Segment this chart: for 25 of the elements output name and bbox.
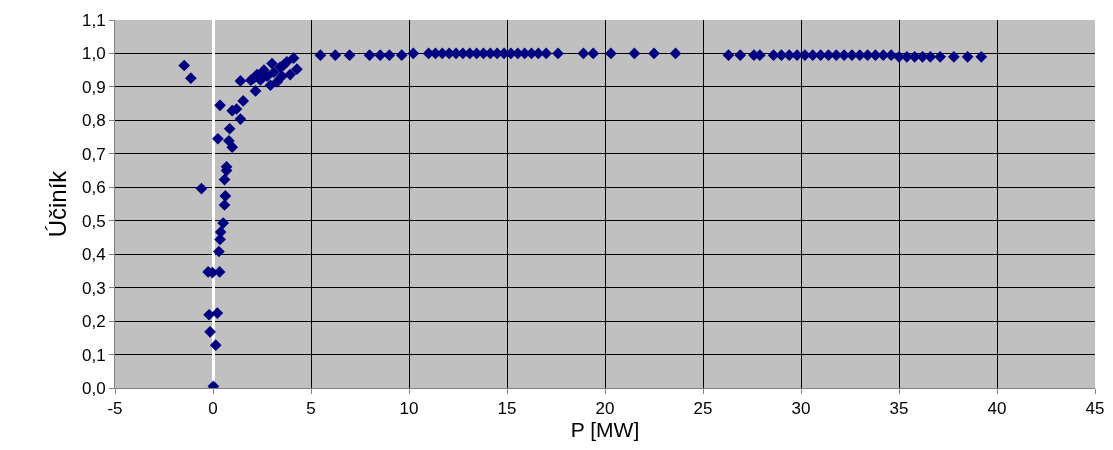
x-tick-label: 5 [306, 399, 316, 419]
x-tick-label: 40 [987, 399, 1007, 419]
x-tick-label: 30 [791, 399, 811, 419]
y-tick-label: 0,5 [81, 211, 106, 231]
y-tick-label: 0,0 [81, 378, 106, 398]
y-tick-label: 0,8 [81, 111, 106, 131]
x-tick-label: -5 [107, 399, 123, 419]
y-tick-label: 0,7 [81, 144, 106, 164]
x-tick-label: 25 [693, 399, 713, 419]
x-tick-label: 0 [208, 399, 218, 419]
y-tick-label: 0,2 [81, 312, 106, 332]
y-tick-label: 0,6 [81, 178, 106, 198]
x-tick-label: 15 [497, 399, 517, 419]
x-tick-label: 35 [889, 399, 909, 419]
x-tick-label: 45 [1085, 399, 1105, 419]
x-axis-title: P [MW] [570, 418, 640, 442]
y-tick-label: 1,1 [81, 10, 106, 30]
y-tick-label: 1,0 [81, 44, 106, 64]
y-tick-label: 0,4 [81, 245, 106, 265]
x-tick-label: 20 [595, 399, 615, 419]
y-axis-title: Účiník [44, 169, 72, 238]
y-tick-label: 0,3 [81, 278, 106, 298]
y-tick-label: 0,9 [81, 77, 106, 97]
x-tick-label: 10 [399, 399, 419, 419]
y-tick-label: 0,1 [81, 345, 106, 365]
